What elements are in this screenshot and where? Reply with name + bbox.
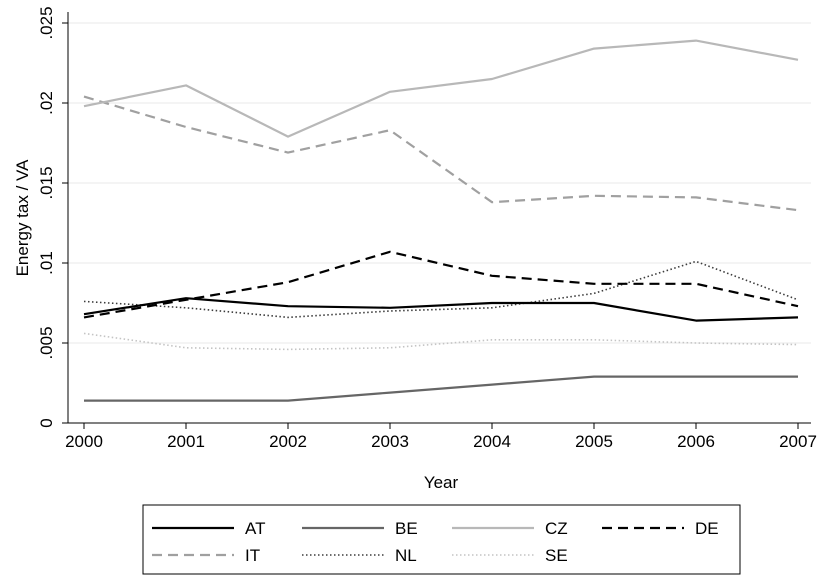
legend-label-se: SE <box>545 546 568 565</box>
legend-label-de: DE <box>695 519 719 538</box>
legend-box <box>142 504 741 575</box>
legend-label-it: IT <box>245 546 260 565</box>
x-tick-label: 2000 <box>65 432 103 451</box>
grid-lines <box>68 22 811 344</box>
series-line-nl <box>83 260 799 319</box>
axes <box>67 12 811 424</box>
y-axis-title: Energy tax / VA <box>13 159 32 277</box>
series-line-se <box>83 332 799 351</box>
y-tick-label: .005 <box>37 326 56 359</box>
y-tick-label: .015 <box>37 166 56 199</box>
x-tick-label: 2007 <box>779 432 817 451</box>
series-line-at <box>83 297 799 322</box>
legend-label-at: AT <box>245 519 265 538</box>
y-tick-label: .025 <box>37 6 56 39</box>
legend-label-nl: NL <box>395 546 417 565</box>
series-line-it <box>83 95 799 212</box>
x-tick-label: 2005 <box>575 432 613 451</box>
y-tick-label: 0 <box>37 418 56 427</box>
x-ticks: 2000 2001 2002 2003 2004 2005 2006 2007 <box>65 423 817 451</box>
series-line-cz <box>83 39 799 138</box>
series-line-be <box>84 375 798 402</box>
legend-label-cz: CZ <box>545 519 568 538</box>
x-tick-label: 2002 <box>269 432 307 451</box>
x-tick-label: 2001 <box>167 432 205 451</box>
x-tick-label: 2006 <box>677 432 715 451</box>
y-tick-label: .01 <box>37 251 56 275</box>
x-tick-label: 2003 <box>371 432 409 451</box>
y-ticks: 0 .005 .01 .015 .02 .025 <box>37 6 68 428</box>
x-tick-label: 2004 <box>473 432 511 451</box>
legend: AT BE CZ DE IT NL SE <box>142 504 741 575</box>
series-line-de <box>83 250 799 319</box>
legend-label-be: BE <box>395 519 418 538</box>
series-lines <box>83 39 799 402</box>
x-axis-title: Year <box>424 473 459 492</box>
y-tick-label: .02 <box>37 91 56 115</box>
